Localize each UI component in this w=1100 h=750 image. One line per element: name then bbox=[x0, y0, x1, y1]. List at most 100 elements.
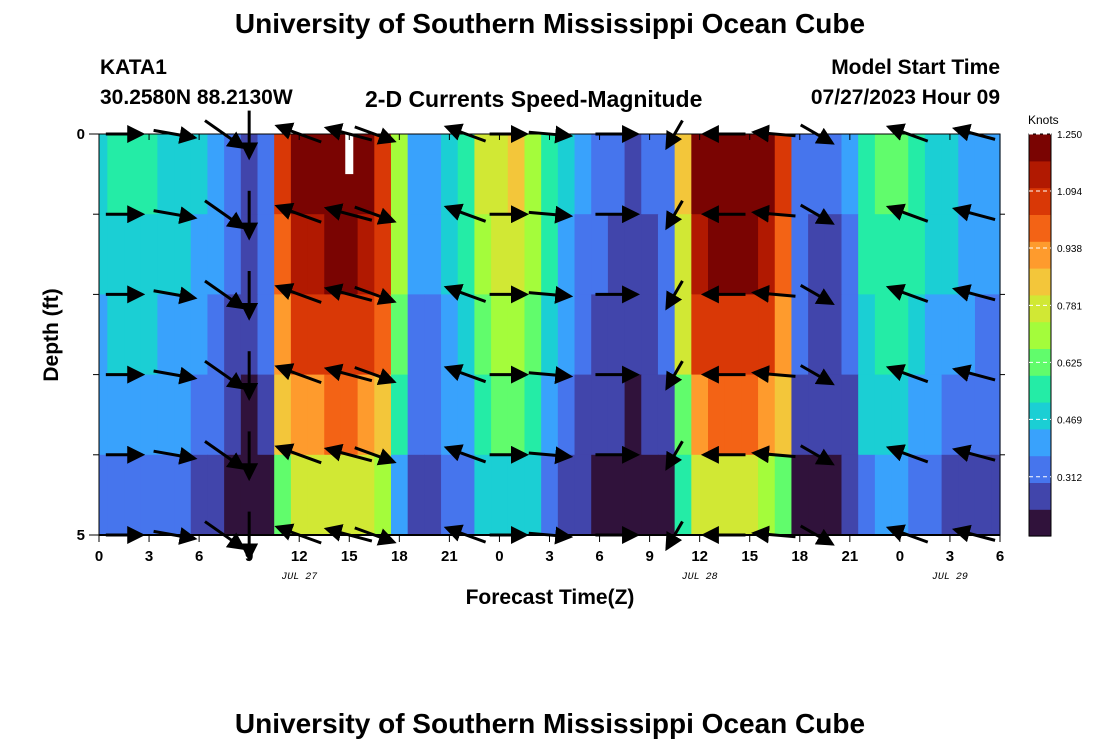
heatmap-cell bbox=[224, 294, 242, 376]
heatmap-cell bbox=[591, 294, 609, 376]
heatmap-cell bbox=[974, 374, 993, 456]
heatmap-cell bbox=[507, 374, 526, 456]
heatmap-cell bbox=[290, 294, 309, 376]
heatmap-cell bbox=[407, 374, 425, 456]
current-vector bbox=[885, 444, 929, 464]
heatmap-cell bbox=[708, 294, 726, 376]
heatmap-cell bbox=[524, 214, 542, 295]
current-vector bbox=[443, 203, 487, 223]
heatmap-cell bbox=[357, 134, 375, 215]
heatmap-cell bbox=[407, 294, 425, 376]
heatmap-cell bbox=[624, 294, 642, 376]
y-tick-label: 5 bbox=[77, 527, 85, 544]
heatmap-cell bbox=[741, 454, 759, 536]
x-axis-label: Forecast Time(Z) bbox=[466, 586, 635, 609]
heatmap-cell bbox=[641, 374, 659, 456]
heatmap-cell bbox=[424, 374, 442, 456]
y-tick-labels: 05 bbox=[77, 126, 1005, 544]
model-start-label: Model Start Time bbox=[831, 56, 1000, 79]
heatmap-cell bbox=[708, 454, 726, 536]
heatmap-cell bbox=[924, 454, 943, 536]
heatmap-cell bbox=[991, 214, 1001, 295]
colorbar-unit: Knots bbox=[1028, 113, 1059, 127]
current-vector bbox=[323, 443, 373, 463]
heatmap-cell bbox=[174, 214, 192, 295]
heatmap-cell bbox=[824, 294, 843, 376]
heatmap-cell bbox=[324, 214, 342, 295]
heatmap-cell bbox=[307, 374, 325, 456]
current-vector bbox=[665, 360, 684, 391]
heatmap-cell bbox=[958, 454, 976, 536]
current-vector bbox=[528, 285, 574, 304]
heatmap-cell bbox=[708, 134, 726, 215]
current-vector bbox=[274, 202, 322, 224]
current-vector bbox=[274, 363, 322, 385]
current-vector bbox=[951, 444, 996, 462]
heatmap-cell bbox=[390, 214, 409, 295]
heatmap-cell bbox=[224, 454, 242, 536]
heatmap-cell bbox=[641, 134, 659, 215]
heatmap-cell bbox=[340, 454, 359, 536]
heatmap-cell bbox=[741, 294, 759, 376]
heatmap-cell bbox=[591, 134, 609, 215]
heatmap-cell bbox=[724, 214, 742, 295]
heatmap-cell bbox=[874, 294, 893, 376]
current-vector bbox=[885, 283, 929, 303]
heatmap-cell bbox=[224, 134, 242, 215]
heatmap-cell bbox=[841, 454, 859, 536]
heatmap-cell bbox=[190, 294, 209, 376]
heatmap-cell bbox=[124, 134, 142, 215]
heatmap-cell bbox=[407, 454, 425, 536]
heatmap-cell bbox=[974, 134, 993, 215]
heatmap-cell bbox=[507, 294, 526, 376]
colorbar-segment bbox=[1029, 294, 1051, 323]
heatmap-cell bbox=[99, 214, 108, 295]
heatmap-cell bbox=[374, 294, 392, 376]
heatmap-cell bbox=[774, 214, 793, 295]
heatmap-cell bbox=[124, 214, 142, 295]
heatmap-cell bbox=[841, 294, 859, 376]
current-vector bbox=[665, 440, 684, 471]
model-start-value: 07/27/2023 Hour 09 bbox=[810, 86, 1000, 109]
station-coords: 30.2580N 88.2130W bbox=[100, 86, 293, 109]
current-vector bbox=[204, 440, 246, 470]
heatmap-cell bbox=[758, 214, 776, 295]
heatmap-cell bbox=[324, 454, 342, 536]
heatmap-cell bbox=[340, 294, 359, 376]
heatmap-cell bbox=[124, 374, 142, 456]
heatmap-cell bbox=[574, 374, 592, 456]
current-vector bbox=[799, 444, 835, 466]
heatmap-cell bbox=[791, 374, 809, 456]
heatmap-cell bbox=[908, 134, 926, 215]
heatmap-cell bbox=[891, 214, 909, 295]
heatmap-cell bbox=[424, 134, 442, 215]
heatmap-cell bbox=[157, 454, 175, 536]
heatmap-cell bbox=[374, 134, 392, 215]
x-tick-label: 3 bbox=[946, 548, 954, 565]
heatmap-cell bbox=[307, 134, 325, 215]
heatmap-cell bbox=[657, 294, 676, 376]
heatmap-cell bbox=[474, 294, 492, 376]
current-vector bbox=[354, 446, 397, 466]
heatmap-cell bbox=[257, 134, 275, 215]
heatmap-cell bbox=[908, 294, 926, 376]
heatmap-cell bbox=[808, 294, 826, 376]
colorbar-segment bbox=[1029, 509, 1051, 537]
heatmap-cell bbox=[774, 374, 793, 456]
heatmap-cell bbox=[641, 294, 659, 376]
heatmap-cell bbox=[340, 214, 359, 295]
colorbar-segment bbox=[1029, 134, 1051, 162]
heatmap-cell bbox=[891, 374, 909, 456]
heatmap-cell bbox=[307, 294, 325, 376]
heatmap-cell bbox=[441, 214, 459, 295]
heatmap-cell bbox=[858, 454, 876, 536]
heatmap-cell bbox=[991, 374, 1001, 456]
heatmap-cell bbox=[157, 374, 175, 456]
heatmap-cell bbox=[407, 214, 425, 295]
colorbar-segment bbox=[1029, 321, 1051, 349]
date-label: JUL 27 bbox=[281, 572, 317, 583]
heatmap-cell bbox=[858, 374, 876, 456]
current-vector bbox=[528, 366, 574, 385]
current-vector bbox=[751, 284, 796, 303]
heatmap-cell bbox=[357, 294, 375, 376]
